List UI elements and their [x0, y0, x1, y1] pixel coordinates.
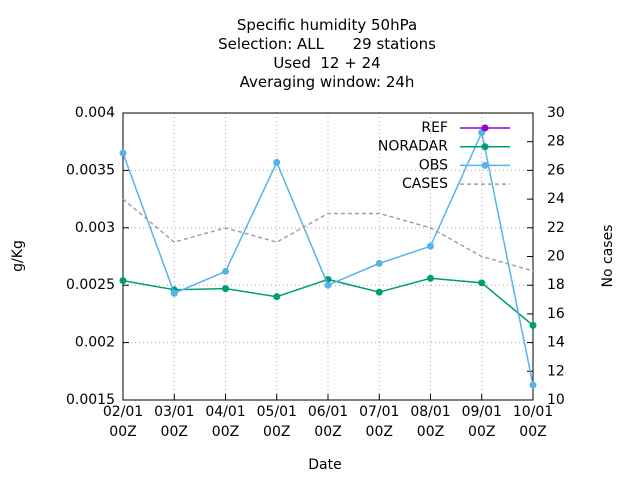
series-marker: [119, 149, 127, 157]
x-axis-label: Date: [308, 457, 341, 473]
series-marker: [222, 267, 229, 275]
series-marker: [375, 288, 383, 296]
plot-frame: [122, 112, 534, 401]
chart-title: Specific humidity 50hPa Selection: ALL 29…: [0, 16, 640, 92]
y-tick-label: 0.0015: [66, 392, 115, 408]
series-marker: [427, 242, 434, 250]
legend-marker: [481, 124, 489, 132]
x-tick-label: 02/01 00Z: [102, 404, 144, 440]
y2-axis-label: No cases: [600, 225, 616, 288]
y-axis-label: g/Kg: [10, 240, 26, 272]
series-marker: [222, 285, 229, 293]
y2-tick-label: 30: [547, 105, 565, 121]
title-line: Used 12 + 24: [273, 54, 381, 72]
legend-label: OBS: [419, 157, 448, 173]
y-tick-label: 0.0025: [66, 277, 115, 293]
series-marker: [119, 277, 127, 285]
title-line: Averaging window: 24h: [239, 73, 415, 91]
series-marker: [529, 321, 537, 329]
x-tick-label: 04/01 00Z: [205, 404, 246, 440]
legend-marker: [481, 143, 489, 151]
x-tick-label: 07/01 00Z: [359, 404, 400, 440]
legend-label: CASES: [402, 176, 448, 192]
y2-tick-label: 10: [547, 392, 565, 408]
legend-marker: [481, 161, 489, 169]
title-line: Specific humidity 50hPa: [236, 16, 418, 34]
legend-label: NORADAR: [378, 139, 448, 155]
y2-tick-label: 20: [547, 249, 565, 265]
x-tick-label: 03/01 00Z: [154, 404, 195, 440]
series-marker: [170, 289, 178, 297]
y-tick-label: 0.003: [75, 220, 115, 236]
x-tick-label: 10/01 00Z: [512, 404, 554, 440]
y2-tick-label: 22: [547, 220, 565, 236]
x-tick-label: 06/01 00Z: [307, 404, 349, 440]
series-marker: [427, 274, 434, 282]
y2-tick-label: 14: [547, 335, 565, 351]
series-marker: [375, 259, 383, 267]
y-tick-label: 0.004: [75, 105, 115, 121]
title-line: Selection: ALL 29 stations: [218, 35, 436, 53]
series-marker: [273, 158, 281, 166]
y2-tick-label: 12: [547, 363, 565, 379]
x-tick-label: 09/01 00Z: [461, 404, 502, 440]
series-marker: [324, 281, 332, 289]
y2-tick-label: 18: [547, 277, 565, 293]
x-tick-label: 08/01 00Z: [410, 404, 451, 440]
y2-tick-label: 28: [547, 134, 565, 150]
y-tick-label: 0.002: [75, 335, 115, 351]
y2-tick-label: 26: [547, 162, 565, 178]
y-tick-label: 0.0035: [66, 162, 115, 178]
series-line: [122, 198, 534, 272]
y2-tick-label: 24: [547, 191, 565, 207]
legend-label: REF: [421, 120, 448, 136]
y2-tick-label: 16: [547, 306, 565, 322]
series-marker: [529, 381, 537, 389]
series-marker: [478, 279, 486, 287]
series-marker: [273, 293, 281, 301]
x-tick-label: 05/01 00Z: [256, 404, 297, 440]
